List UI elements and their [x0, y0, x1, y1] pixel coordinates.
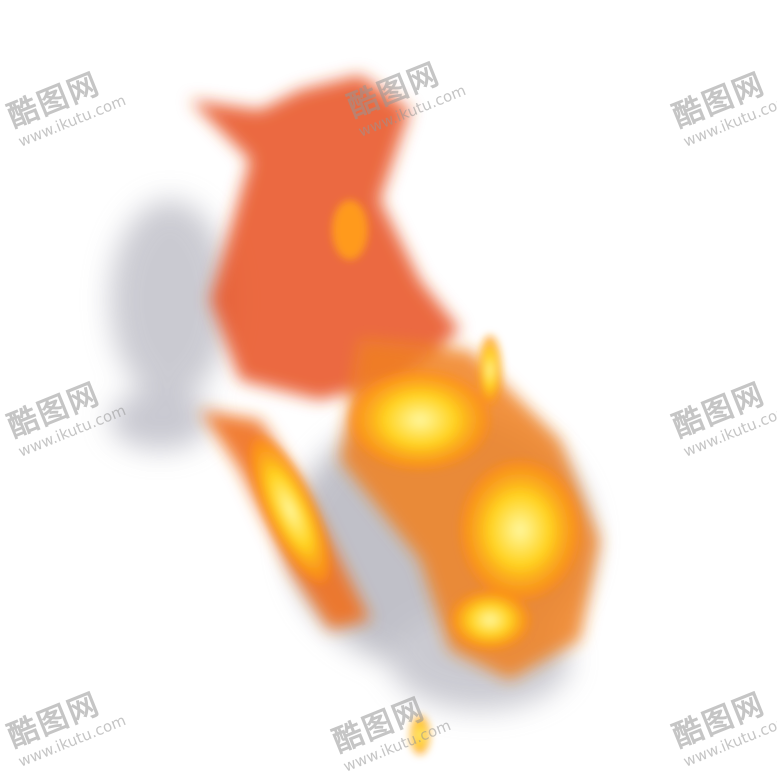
- flame-core: [249, 200, 580, 755]
